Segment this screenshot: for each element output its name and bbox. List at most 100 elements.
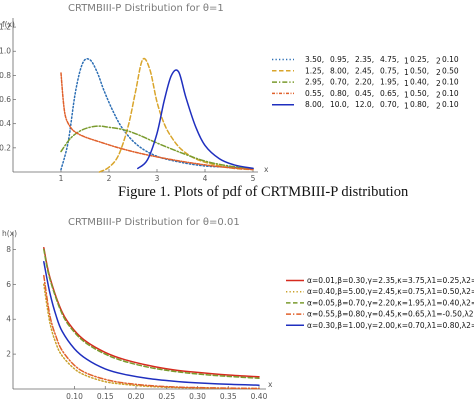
legend-item-4: 0.55, 0.80, 0.45, 0.65, 1 0.50, 2 0.10 <box>272 89 459 99</box>
series-line-5 <box>43 260 260 386</box>
legend-label-part: 0.70, <box>330 78 349 87</box>
chart1-series <box>60 57 254 173</box>
legend-label-part: 3.50, <box>305 55 324 64</box>
legend-label-part: 12.0, <box>355 100 374 109</box>
legend-item-4: α=0.55,β=0.80,γ=0.45,κ=0.65,λ1=-0.50,λ2=… <box>286 310 474 319</box>
legend-label-part: 1 <box>404 57 409 66</box>
legend-label-part: 0.25, <box>410 55 429 64</box>
chart2-title: CRTMBIII-P Distribution for θ=0.01 <box>68 217 240 228</box>
figure-1-caption: Figure 1. Plots of pdf of CRTMBIII-P dis… <box>118 184 409 200</box>
legend-label: α=0.05,β=0.70,γ=2.20,κ=1.95,λ1=0.40,λ2=0… <box>307 298 474 307</box>
legend-label-part: 2.95, <box>305 78 324 87</box>
y-tick-label: 8 <box>6 245 11 254</box>
legend-label-part: 1.25, <box>305 66 324 75</box>
x-tick-label: 0.35 <box>220 392 237 400</box>
chart2-ticks: 0.10 0.15 0.20 0.25 0.30 0.35 0.40 2 4 6 8 <box>6 245 267 400</box>
y-tick-label: 0.2 <box>0 143 11 152</box>
chart1-title: CRTMBIII-P Distribution for θ=1 <box>68 3 224 14</box>
x-tick-label: 2 <box>107 174 112 183</box>
legend-label-part: 10.0, <box>330 100 349 109</box>
legend-item-3: α=0.05,β=0.70,γ=2.20,κ=1.95,λ1=0.40,λ2=0… <box>286 298 474 307</box>
series-line-2 <box>98 57 254 173</box>
legend-label-part: 2.20, <box>355 78 374 87</box>
legend-label-part: 8.00, <box>330 66 349 75</box>
legend-item-3: 2.95, 0.70, 2.20, 1.95, 1 0.40, 2 0.10 <box>272 78 459 88</box>
y-tick-label: 6 <box>6 280 11 289</box>
series-line-2 <box>43 283 260 390</box>
chart1-ylabel: f(x) <box>2 20 15 29</box>
chart2-ylabel: h(x) <box>2 229 17 238</box>
legend-label-part: 0.10 <box>442 55 459 64</box>
x-tick-label: 0.10 <box>66 392 83 400</box>
legend-label: α=0.30,β=1.00,γ=2.00,κ=0.70,λ1=0.80,λ2=0… <box>307 321 474 330</box>
x-tick-label: 0.20 <box>128 392 145 400</box>
x-tick-label: 1 <box>59 174 64 183</box>
legend-label-part: 8.00, <box>305 100 324 109</box>
legend-label-part: 2 <box>436 102 441 111</box>
y-tick-label: 4 <box>6 315 11 324</box>
legend-label-part: 2.35, <box>355 55 374 64</box>
chart2-xlabel: x <box>268 380 273 389</box>
legend-item-5: 8.00, 10.0, 12.0, 0.70, 1 0.80, 2 0.10 <box>272 100 459 111</box>
legend-label-part: 0.50, <box>410 89 429 98</box>
legend-label-part: 0.10 <box>442 89 459 98</box>
legend-label: α=0.55,β=0.80,γ=0.45,κ=0.65,λ1=-0.50,λ2=… <box>307 310 474 319</box>
y-tick-label: 0.4 <box>0 119 11 128</box>
y-tick-label: 1.2 <box>0 23 11 32</box>
hazard-chart: CRTMBIII-P Distribution for θ=0.01 h(x) … <box>2 217 474 400</box>
legend-label-part: 4.75, <box>380 55 399 64</box>
legend-label-part: 1 <box>404 90 409 99</box>
series-line-1 <box>43 246 260 378</box>
series-line-4 <box>60 72 254 171</box>
legend-label-part: 1.95, <box>380 78 399 87</box>
legend-label-part: 0.80, <box>410 100 429 109</box>
chart1-ticks: 1 2 3 4 5 0.2 0.4 0.6 0.8 1.0 1.2 <box>0 23 256 183</box>
legend-label-part: 0.40, <box>410 78 429 87</box>
y-tick-label: 1.0 <box>0 47 11 56</box>
chart1-xlabel: x <box>264 165 269 174</box>
legend-label-part: 0.50, <box>410 66 429 75</box>
legend-label-part: 1 <box>404 102 409 111</box>
legend-label-part: 0.65, <box>380 89 399 98</box>
legend-label-part: 0.45, <box>355 89 374 98</box>
chart2-axes <box>12 232 266 390</box>
legend-label-part: 0.80, <box>330 89 349 98</box>
legend-label-part: 0.70, <box>380 100 399 109</box>
x-tick-label: 0.15 <box>97 392 114 400</box>
series-line-5 <box>137 69 254 170</box>
series-line-3 <box>43 248 260 379</box>
y-tick-label: 2 <box>6 350 11 359</box>
pdf-chart: CRTMBIII-P Distribution for θ=1 f(x) x 1… <box>0 3 459 183</box>
legend-label-part: 0.10 <box>442 78 459 87</box>
legend-item-1: α=0.01,β=0.30,γ=2.35,κ=3.75,λ1=0.25,λ2=0… <box>286 276 474 285</box>
legend-label: α=0.40,β=5.00,γ=2.45,κ=0.75,λ1=0.50,λ2=0… <box>307 287 474 296</box>
x-tick-label: 0.25 <box>158 392 175 400</box>
x-tick-label: 0.40 <box>251 392 268 400</box>
series-line-4 <box>43 274 260 390</box>
y-tick-label: 0.8 <box>0 71 11 80</box>
legend-label-part: 2 <box>436 68 441 77</box>
chart1-legend: 3.50, 0.95, 2.35, 4.75, 1 0.25, 2 0.101.25, 8.00… <box>272 55 459 111</box>
legend-item-2: α=0.40,β=5.00,γ=2.45,κ=0.75,λ1=0.50,λ2=0… <box>286 287 474 296</box>
legend-label-part: 1 <box>404 79 409 88</box>
chart2-series <box>43 246 260 390</box>
x-tick-label: 0.30 <box>189 392 206 400</box>
chart1-axes <box>12 18 258 173</box>
legend-label-part: 1 <box>404 68 409 77</box>
legend-item-1: 3.50, 0.95, 2.35, 4.75, 1 0.25, 2 0.10 <box>272 55 459 66</box>
x-tick-label: 5 <box>251 174 256 183</box>
legend-label-part: 2 <box>436 79 441 88</box>
legend-label-part: 0.75, <box>380 66 399 75</box>
legend-label-part: 0.95, <box>330 55 349 64</box>
series-line-3 <box>60 125 254 170</box>
legend-label-part: 2 <box>436 57 441 66</box>
legend-label-part: 0.55, <box>305 89 324 98</box>
chart2-legend: α=0.01,β=0.30,γ=2.35,κ=3.75,λ1=0.25,λ2=0… <box>286 276 474 330</box>
y-tick-label: 0.6 <box>0 95 11 104</box>
series-line-1 <box>60 58 254 171</box>
legend-label: α=0.01,β=0.30,γ=2.35,κ=3.75,λ1=0.25,λ2=0… <box>307 276 474 285</box>
legend-item-2: 1.25, 8.00, 2.45, 0.75, 1 0.50, 2 0.50 <box>272 66 459 77</box>
legend-label-part: 2 <box>436 90 441 99</box>
legend-item-5: α=0.30,β=1.00,γ=2.00,κ=0.70,λ1=0.80,λ2=0… <box>286 321 474 330</box>
